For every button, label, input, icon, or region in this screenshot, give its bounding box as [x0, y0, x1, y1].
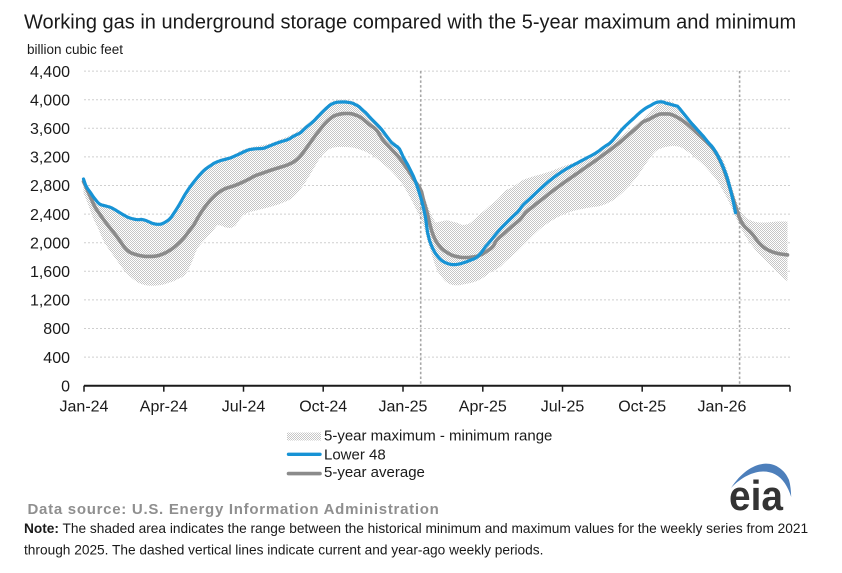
svg-text:0: 0	[61, 378, 70, 395]
svg-text:Jul-25: Jul-25	[541, 399, 585, 416]
svg-text:Jan-26: Jan-26	[698, 399, 747, 416]
svg-text:3,600: 3,600	[30, 121, 70, 138]
svg-text:1,200: 1,200	[30, 293, 70, 310]
svg-text:Apr-24: Apr-24	[140, 399, 188, 416]
svg-text:5-year maximum - minimum range: 5-year maximum - minimum range	[324, 428, 552, 445]
svg-text:3,200: 3,200	[30, 150, 70, 167]
svg-text:2,800: 2,800	[30, 178, 70, 195]
svg-text:4,000: 4,000	[30, 92, 70, 109]
svg-text:2,400: 2,400	[30, 207, 70, 224]
svg-text:800: 800	[43, 321, 70, 338]
svg-text:5-year average: 5-year average	[324, 464, 425, 481]
svg-text:Jul-24: Jul-24	[222, 399, 266, 416]
svg-text:Note: The shaded area indicate: Note: The shaded area indicates the rang…	[24, 521, 808, 536]
svg-text:Apr-25: Apr-25	[459, 399, 507, 416]
svg-text:400: 400	[43, 350, 70, 367]
svg-text:Jan-24: Jan-24	[60, 399, 109, 416]
svg-text:Jan-25: Jan-25	[379, 399, 428, 416]
svg-text:Oct-25: Oct-25	[618, 399, 666, 416]
svg-text:Working gas in underground sto: Working gas in underground storage compa…	[24, 12, 796, 34]
svg-text:2,000: 2,000	[30, 235, 70, 252]
svg-text:Oct-24: Oct-24	[299, 399, 347, 416]
svg-text:1,600: 1,600	[30, 264, 70, 281]
svg-text:4,400: 4,400	[30, 64, 70, 81]
svg-text:eia: eia	[729, 472, 784, 519]
svg-text:through 2025. The dashed verti: through 2025. The dashed vertical lines …	[24, 543, 543, 558]
svg-text:Data source: U.S. Energy Info: Data source: U.S. Energy Information Adm…	[28, 501, 440, 518]
svg-text:billion cubic feet: billion cubic feet	[27, 42, 123, 57]
svg-text:Lower 48: Lower 48	[324, 447, 386, 464]
